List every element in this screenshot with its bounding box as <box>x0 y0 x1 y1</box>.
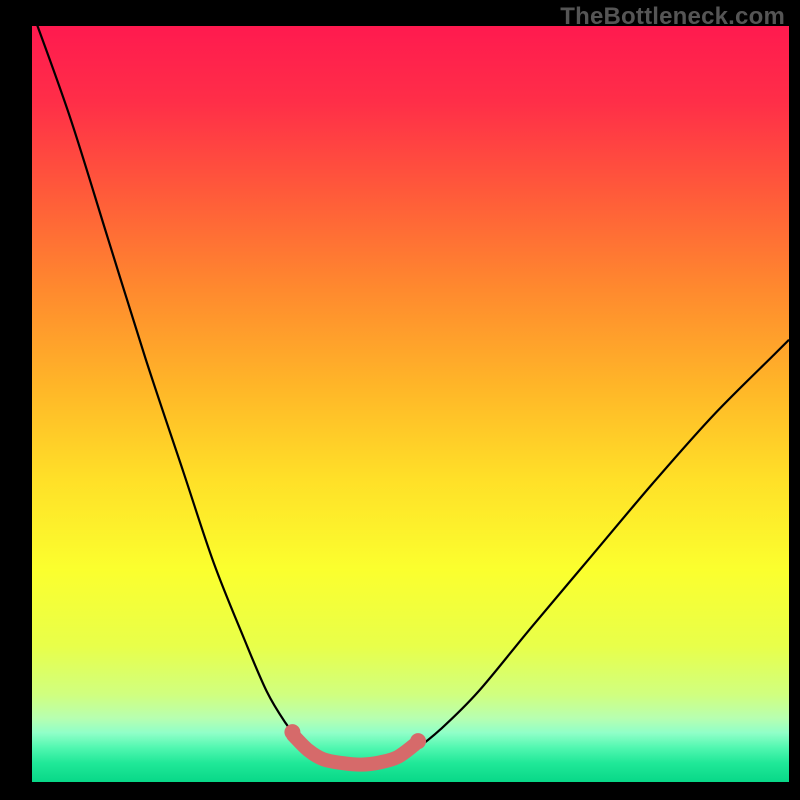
watermark-text: TheBottleneck.com <box>560 3 785 31</box>
chart-svg <box>0 0 800 800</box>
chart-container: TheBottleneck.com <box>0 0 800 800</box>
highlight-dot <box>410 733 426 749</box>
valley-highlight-stroke <box>293 735 414 764</box>
highlight-dot <box>284 724 300 740</box>
bottleneck-curve <box>32 11 789 765</box>
